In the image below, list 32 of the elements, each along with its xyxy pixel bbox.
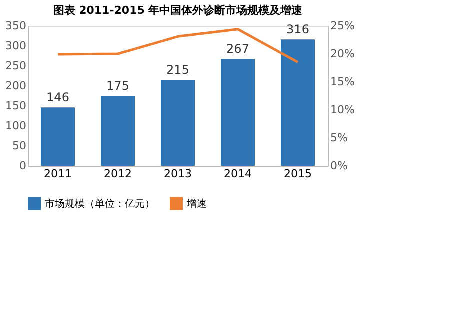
x-tick-label: 2012	[104, 168, 132, 180]
bar	[101, 96, 135, 166]
data-label: 175	[106, 79, 130, 93]
y2-tick-label: 5%	[330, 132, 348, 144]
x-tick-label: 2011	[44, 168, 72, 180]
legend-label: 增速	[186, 198, 207, 210]
y-tick-label: 150	[6, 100, 26, 112]
y-tick-label: 50	[12, 140, 26, 152]
bar	[281, 40, 315, 166]
y-tick-label: 350	[6, 20, 26, 32]
bar	[41, 108, 75, 166]
chart-title: 图表 2011-2015 年中国体外诊断市场规模及增速	[53, 4, 304, 17]
data-label: 146	[46, 90, 70, 105]
y2-tick-label: 15%	[330, 76, 355, 88]
legend-label: 市场规模（单位：亿元）	[45, 198, 155, 210]
y2-tick-label: 20%	[330, 48, 355, 60]
y2-tick-label: 0%	[330, 160, 348, 172]
data-label: 215	[166, 63, 190, 77]
y2-tick-label: 25%	[330, 20, 355, 32]
y-tick-label: 250	[6, 60, 26, 72]
x-tick-label: 2014	[224, 168, 252, 180]
x-tick-label: 2013	[164, 168, 192, 180]
y-tick-label: 100	[6, 120, 26, 132]
y-tick-label: 200	[6, 80, 26, 92]
y-tick-label: 300	[6, 40, 26, 52]
x-tick-label: 2015	[284, 168, 312, 180]
bar	[221, 59, 255, 166]
y-tick-label: 0	[20, 160, 26, 172]
data-label: 267	[226, 42, 250, 56]
bar	[161, 80, 195, 166]
data-label: 316	[286, 22, 310, 37]
y2-tick-label: 10%	[330, 104, 355, 116]
